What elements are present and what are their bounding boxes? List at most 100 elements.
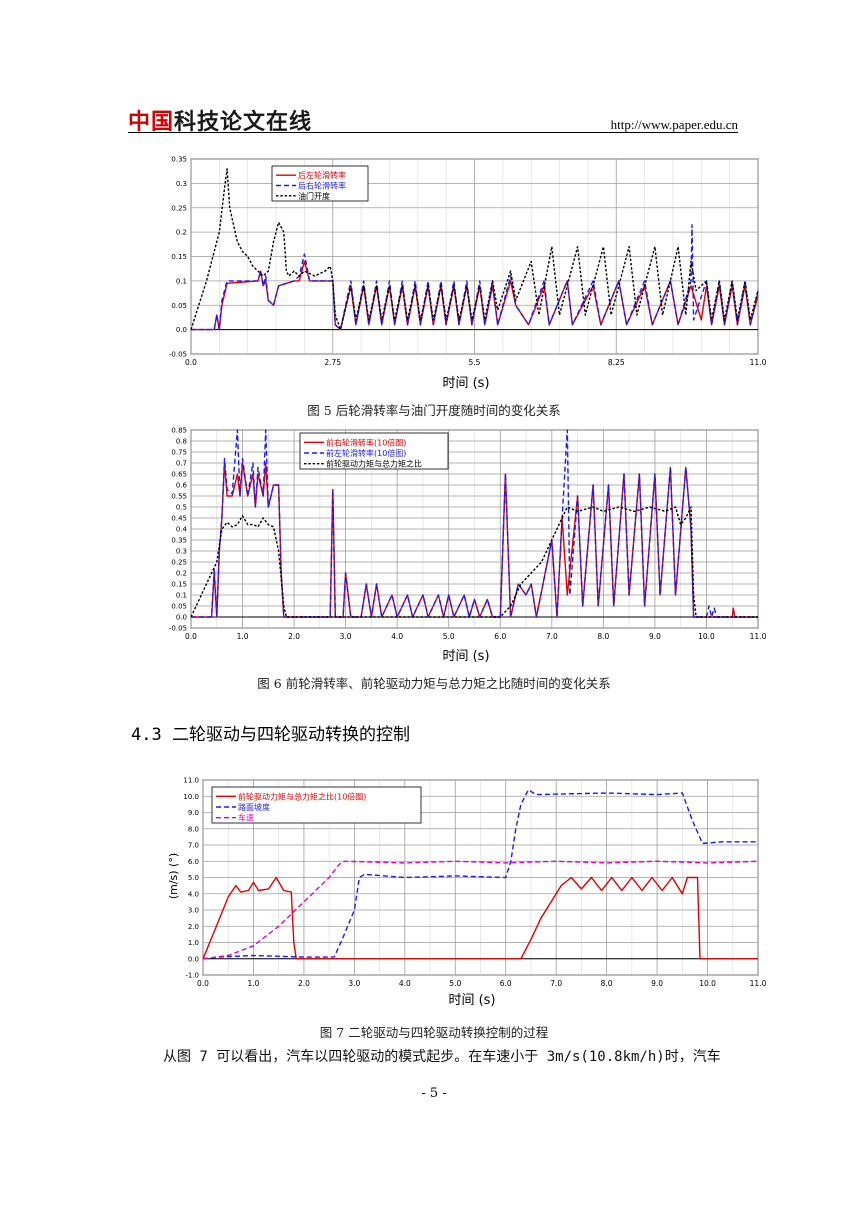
legend-label: 前轮驱动力矩与总力矩之比(10倍图) bbox=[238, 791, 366, 801]
y-tick-label: 0.8 bbox=[176, 438, 187, 446]
series-line-2 bbox=[202, 860, 759, 960]
y-tick-label: 0.25 bbox=[171, 559, 187, 567]
y-tick-label: 7.0 bbox=[188, 842, 199, 850]
x-axis-label: 时间 (s) bbox=[448, 993, 495, 1008]
y-tick-label: 0.2 bbox=[176, 229, 187, 237]
y-tick-label: 0.0 bbox=[188, 955, 199, 963]
y-tick-label: 0.85 bbox=[171, 427, 187, 435]
series-line-2 bbox=[190, 506, 758, 618]
x-tick-label: 8.0 bbox=[597, 632, 609, 641]
x-tick-label: 6.0 bbox=[500, 979, 512, 988]
legend-label: 前左轮滑转率(10倍图) bbox=[326, 448, 406, 458]
y-tick-label: 9.0 bbox=[188, 809, 199, 817]
logo-cn-text: 中国 bbox=[128, 110, 175, 135]
body-paragraph: 从图 7 可以看出，汽车以四轮驱动的模式起步。在车速小于 3m/s(10.8km… bbox=[163, 1049, 721, 1065]
x-tick-label: 11.0 bbox=[750, 632, 767, 641]
y-tick-label: 0.35 bbox=[171, 156, 187, 164]
x-tick-label: 10.0 bbox=[698, 632, 715, 641]
legend-label: 后左轮滑转率 bbox=[298, 170, 346, 180]
y-tick-label: 6.0 bbox=[188, 858, 199, 866]
legend-label: 后右轮滑转率 bbox=[298, 181, 346, 191]
y-tick-label: 0.4 bbox=[176, 526, 188, 534]
x-tick-label: 0.0 bbox=[197, 979, 209, 988]
series-line-0 bbox=[202, 876, 758, 960]
x-tick-label: 2.0 bbox=[288, 632, 300, 641]
figure-6-chart: 0.0 1.0 2.0 3.0 4.0 5.0 6.0 7.0 8.0 9.0 10.0 11.0 -0… bbox=[169, 427, 767, 665]
x-tick-label: 4.0 bbox=[391, 632, 403, 641]
y-tick-label: -0.05 bbox=[169, 625, 187, 633]
x-tick-label: 4.0 bbox=[399, 979, 411, 988]
y-tick-label: 0.55 bbox=[171, 493, 187, 501]
legend-label: 路面坡度 bbox=[238, 802, 270, 812]
y-tick-label: 0.15 bbox=[171, 581, 187, 589]
x-tick-label: 2.75 bbox=[324, 358, 341, 367]
y-tick-label: 0.3 bbox=[176, 180, 187, 188]
x-tick-label: 9.0 bbox=[649, 632, 661, 641]
x-tick-label: 5.5 bbox=[469, 358, 481, 367]
y-tick-label: -0.05 bbox=[169, 351, 187, 359]
y-tick-label: 10.0 bbox=[183, 793, 199, 801]
y-tick-label: 0.1 bbox=[176, 592, 187, 600]
y-tick-label: 2.0 bbox=[188, 923, 199, 931]
y-tick-label: 0.45 bbox=[171, 515, 187, 523]
x-tick-label: 6.0 bbox=[494, 632, 506, 641]
x-tick-label: 3.0 bbox=[340, 632, 352, 641]
y-tick-label: 0.0 bbox=[176, 326, 187, 334]
x-tick-label: 3.0 bbox=[348, 979, 360, 988]
legend-label: 前轮驱动力矩与总力矩之比 bbox=[326, 459, 422, 469]
page-number: - 5 - bbox=[421, 1086, 447, 1101]
y-tick-label: 0.65 bbox=[171, 471, 187, 479]
logo-rest-text: 科技论文在线 bbox=[174, 110, 313, 135]
y-tick-label: 0.25 bbox=[171, 204, 187, 212]
x-tick-label: 11.0 bbox=[750, 979, 767, 988]
x-tick-label: 8.0 bbox=[601, 979, 613, 988]
y-tick-label: 0.5 bbox=[176, 504, 187, 512]
legend-label: 车速 bbox=[238, 813, 254, 823]
header-rule bbox=[128, 132, 738, 133]
y-tick-label: 0.15 bbox=[171, 253, 187, 261]
x-tick-label: 7.0 bbox=[550, 979, 562, 988]
legend-label: 油门开度 bbox=[298, 191, 330, 201]
x-axis-label: 时间 (s) bbox=[442, 649, 489, 664]
y-tick-label: 0.05 bbox=[171, 603, 187, 611]
x-tick-label: 0.0 bbox=[185, 632, 197, 641]
y-tick-label: 0.35 bbox=[171, 537, 187, 545]
legend-label: 前右轮滑转率(10倍图) bbox=[326, 437, 406, 447]
series-line-1 bbox=[191, 429, 758, 618]
y-tick-label: 0.3 bbox=[176, 548, 187, 556]
x-tick-label: 8.25 bbox=[608, 358, 625, 367]
y-tick-label: 4.0 bbox=[188, 890, 199, 898]
y-tick-label: 5.0 bbox=[188, 874, 199, 882]
x-tick-label: 1.0 bbox=[247, 979, 259, 988]
legend-box bbox=[299, 432, 449, 470]
x-tick-label: 10.0 bbox=[699, 979, 716, 988]
journal-url[interactable]: http://www.paper.edu.cn bbox=[610, 117, 738, 132]
section-title: 4.3 二轮驱动与四轮驱动转换的控制 bbox=[131, 725, 410, 745]
y-tick-label: 0.6 bbox=[176, 482, 188, 490]
figure-7-caption: 图 7 二轮驱动与四轮驱动转换控制的过程 bbox=[319, 1025, 549, 1040]
y-axis-label: (m/s) (°) bbox=[167, 853, 180, 899]
figure-6-caption: 图 6 前轮滑转率、前轮驱动力矩与总力矩之比随时间的变化关系 bbox=[257, 676, 611, 691]
y-tick-label: 0.05 bbox=[171, 302, 187, 310]
x-tick-label: 5.0 bbox=[449, 979, 461, 988]
series-line-2 bbox=[190, 168, 759, 331]
figure-5-chart: 0.0 2.75 5.5 8.25 11.0-0.050.00.050.10.150.2… bbox=[169, 156, 767, 392]
x-tick-label: 0.0 bbox=[185, 358, 197, 367]
y-tick-label: 0.7 bbox=[176, 460, 187, 468]
y-tick-label: 0.1 bbox=[176, 277, 187, 285]
figure-7-chart: 0.0 1.0 2.0 3.0 4.0 5.0 6.0 7.0 8.0 9.0 10.0 11.0 -1… bbox=[167, 777, 767, 1009]
x-tick-label: 11.0 bbox=[750, 358, 767, 367]
y-tick-label: 0.0 bbox=[176, 614, 187, 622]
y-tick-label: 3.0 bbox=[188, 907, 199, 915]
figure-5-caption: 图 5 后轮滑转率与油门开度随时间的变化关系 bbox=[307, 403, 561, 418]
x-axis-label: 时间 (s) bbox=[442, 376, 489, 391]
x-tick-label: 2.0 bbox=[298, 979, 310, 988]
y-tick-label: 1.0 bbox=[188, 939, 199, 947]
y-tick-label: 11.0 bbox=[183, 777, 199, 785]
y-tick-label: 8.0 bbox=[188, 825, 199, 833]
y-tick-label: -1.0 bbox=[185, 972, 199, 980]
journal-logo: 中国科技论文在线 bbox=[128, 104, 312, 136]
legend-box bbox=[271, 165, 369, 202]
x-tick-label: 1.0 bbox=[237, 632, 249, 641]
y-tick-label: 0.75 bbox=[171, 449, 187, 457]
